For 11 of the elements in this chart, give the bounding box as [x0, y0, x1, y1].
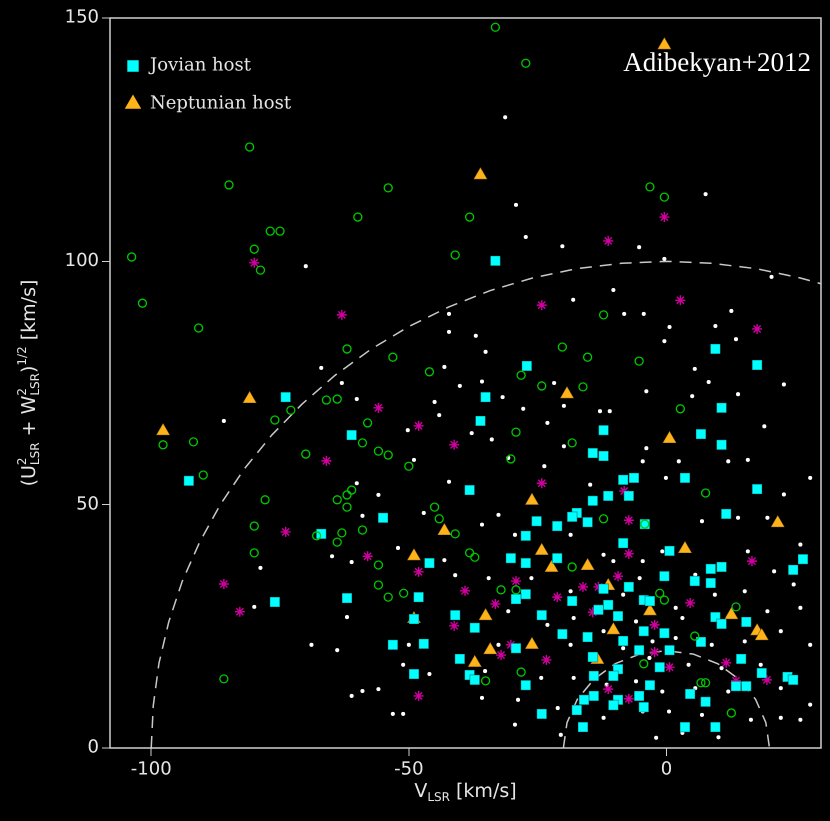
- x-tick-label: -100: [130, 758, 172, 780]
- text: (U2LSR + W2LSR)1/2 [km/s]: [14, 280, 42, 486]
- y-tick-label: 150: [64, 6, 99, 28]
- annotation: Adibekyan+2012: [623, 47, 811, 78]
- y-tick-label: 0: [88, 736, 99, 758]
- x-tick-label: -50: [394, 758, 424, 780]
- y-tick-label: 50: [76, 493, 99, 514]
- legend-label: Jovian host: [148, 54, 252, 76]
- legend-label: Neptunian host: [150, 92, 292, 114]
- y-tick-label: 100: [64, 250, 99, 272]
- x-tick-label: 0: [660, 758, 672, 780]
